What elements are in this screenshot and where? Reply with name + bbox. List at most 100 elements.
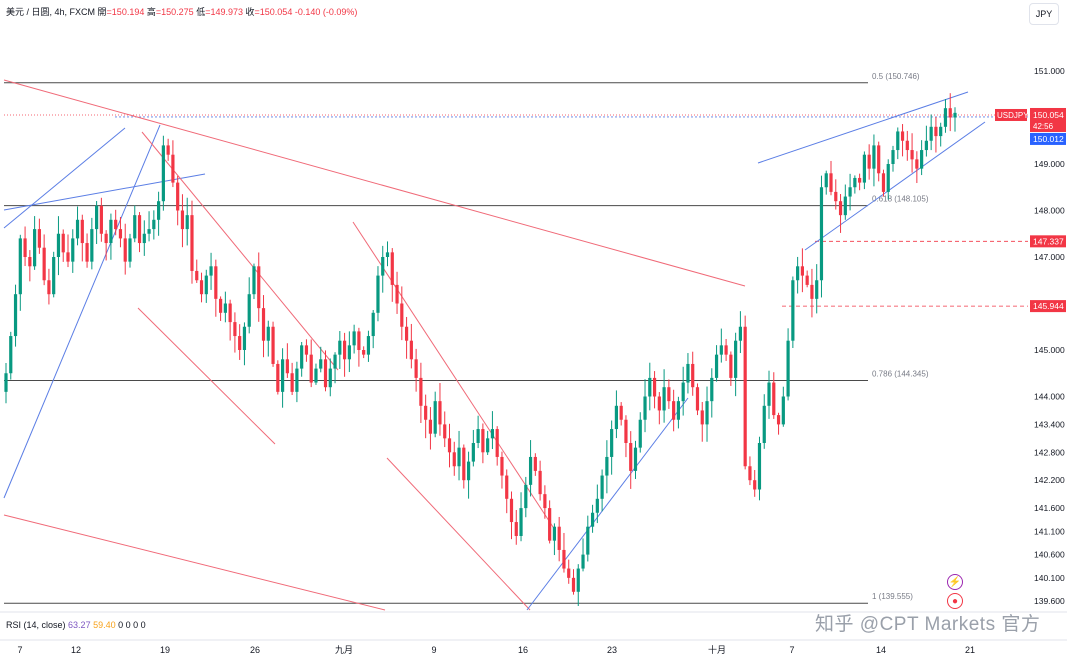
candle-up [75, 219, 80, 239]
candle-down [571, 577, 576, 592]
candle-up [786, 340, 790, 397]
candle-up [896, 131, 900, 151]
time-tick-label: 21 [965, 645, 975, 655]
candle-down [624, 419, 628, 443]
price-axis: 151.000 149.000 148.000 147.000 145.000 144.0… [1034, 66, 1065, 606]
price-tag-label: 145.944 [1033, 301, 1064, 311]
fib-retracement: 0.5 (150.746) 0.618 (148.105) 0.786 (144.3… [4, 72, 1028, 604]
candle-up [791, 280, 795, 341]
candle-up [586, 526, 590, 555]
low-value: =149.973 [205, 7, 243, 17]
candle-up [314, 368, 318, 383]
candle-up [209, 266, 213, 276]
candle-up [371, 312, 375, 337]
symbol-label[interactable]: 美元 / 日圆, 4h, FXCM [6, 7, 96, 17]
fib-label: 0.786 (144.345) [872, 369, 929, 378]
candle-up [662, 387, 666, 411]
candle-down [629, 443, 633, 471]
blue-trendline [526, 397, 689, 611]
last-price-tag-label: 150.054 [1033, 110, 1064, 120]
candle-down [748, 466, 752, 481]
candle-down [285, 359, 289, 374]
candle-down [80, 219, 84, 244]
price-tick-label: 140.100 [1034, 573, 1065, 583]
price-tags: USDJPY 150.054 42:56 150.012 147.337 145.944 [995, 107, 1066, 313]
candle-up [333, 354, 337, 369]
candle-up [328, 368, 332, 388]
rsi-legend[interactable]: RSI (14, close) 63.27 59.40 0 0 0 0 [6, 620, 146, 630]
candle-down [452, 452, 456, 467]
red-trendline [3, 514, 386, 611]
blue-trendline [757, 91, 969, 164]
fib-label: 0.5 (150.746) [872, 72, 920, 81]
candle-up [56, 233, 61, 257]
candle-up [366, 336, 371, 355]
candle-down [505, 475, 509, 499]
candle-down [495, 429, 499, 457]
candle-down [858, 177, 862, 183]
candle-up [843, 196, 847, 216]
candle-up [595, 498, 599, 513]
symbol-tag-bg [995, 108, 1027, 121]
candle-down [37, 229, 41, 248]
time-tick-label: 16 [518, 645, 528, 655]
time-tick-label: 26 [250, 645, 260, 655]
candle-up [686, 363, 690, 383]
candle-up [528, 456, 533, 485]
candle-down [199, 280, 204, 295]
fib-label: 0.618 (148.105) [872, 195, 929, 204]
candle-down [228, 303, 232, 323]
candle-down [838, 201, 843, 216]
candle-up [95, 205, 99, 230]
price-tick-label: 142.200 [1034, 475, 1065, 485]
candle-down [810, 284, 814, 299]
candle-up [90, 229, 94, 262]
candle-up [490, 429, 495, 439]
candle-up [242, 326, 247, 350]
candle-up [676, 401, 681, 420]
candle-down [800, 266, 804, 276]
candle-up [581, 554, 585, 569]
candle-up [943, 108, 948, 127]
candle-up [338, 340, 342, 355]
candle-up [381, 257, 385, 276]
event-icon[interactable]: ● [947, 593, 963, 609]
blue-trendline [804, 121, 986, 251]
candle-up [161, 145, 165, 202]
candle-down [934, 126, 938, 137]
candle-up [757, 443, 762, 490]
currency-button[interactable]: JPY [1029, 3, 1059, 25]
candle-down [419, 377, 423, 406]
candle-up [734, 340, 738, 378]
candle-up [33, 229, 37, 267]
candle-down [85, 243, 89, 262]
candle-down [61, 233, 65, 253]
candle-down [428, 419, 433, 434]
time-axis: 7 12 19 26 九月 9 16 23 十月 7 14 21 [17, 644, 975, 655]
candle-down [390, 252, 394, 285]
candle-up [519, 508, 523, 536]
candle-down [543, 494, 547, 509]
price-tick-label: 145.000 [1034, 345, 1065, 355]
lightning-icon[interactable]: ⚡ [947, 574, 963, 590]
blue-trendline [3, 127, 126, 229]
candle-up [466, 461, 471, 481]
candle-down [753, 480, 757, 490]
candle-up [13, 294, 18, 337]
candle-up [204, 275, 208, 295]
candle-down [137, 215, 142, 244]
candle-down [362, 350, 366, 355]
candle-down [667, 387, 671, 402]
candle-down [729, 354, 733, 378]
price-tag-label: 150.012 [1033, 134, 1064, 144]
candle-up [633, 447, 638, 471]
candle-up [4, 373, 8, 392]
price-tick-label: 148.000 [1034, 206, 1065, 216]
time-tick-label: 7 [789, 645, 794, 655]
candle-up [247, 294, 251, 327]
open-label: 開 [97, 7, 107, 17]
candle-up [147, 229, 151, 234]
candle-down [323, 359, 328, 388]
candle-up [600, 475, 604, 499]
